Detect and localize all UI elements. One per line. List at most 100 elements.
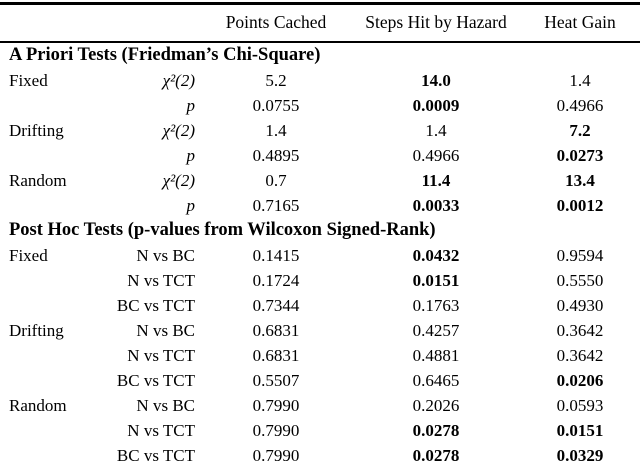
table-row: Fixed N vs BC 0.1415 0.0432 0.9594 [0, 243, 640, 268]
test-cell: N vs TCT [127, 420, 195, 440]
value-cell: 0.0755 [252, 95, 300, 115]
group-cell: Fixed [9, 70, 48, 90]
group-cell: Drifting [9, 320, 64, 340]
value-cell: 0.7165 [252, 195, 300, 215]
value-cell: 0.0278 [412, 420, 460, 440]
table-row: BC vs TCT 0.7990 0.0278 0.0329 [0, 443, 640, 468]
value-cell: 0.5507 [252, 370, 300, 390]
value-cell: 0.0033 [412, 195, 460, 215]
value-cell: 0.4881 [412, 345, 460, 365]
table-row: Random χ²(2) 0.7 11.4 13.4 [0, 168, 640, 193]
table-row: N vs TCT 0.7990 0.0278 0.0151 [0, 418, 640, 443]
col-header-heat-gain: Heat Gain [544, 11, 616, 32]
value-cell: 13.4 [565, 170, 595, 190]
section-title: Post Hoc Tests (p-values from Wilcoxon S… [9, 220, 436, 240]
group-cell [0, 343, 95, 368]
section-header-row: Post Hoc Tests (p-values from Wilcoxon S… [0, 218, 640, 243]
value-cell: 0.6831 [252, 320, 300, 340]
value-cell: 0.0151 [556, 420, 604, 440]
value-cell: 11.4 [421, 170, 451, 190]
table-row: p 0.4895 0.4966 0.0273 [0, 143, 640, 168]
value-cell: 0.7 [265, 170, 287, 190]
test-cell: N vs BC [136, 395, 195, 415]
group-cell: Random [9, 395, 67, 415]
value-cell: 0.0432 [412, 245, 460, 265]
value-cell: 0.1724 [252, 270, 300, 290]
value-cell: 14.0 [421, 70, 451, 90]
value-cell: 0.0278 [412, 445, 460, 465]
col-header-steps-hit-by-hazard: Steps Hit by Hazard [365, 11, 507, 32]
table-row: N vs TCT 0.1724 0.0151 0.5550 [0, 268, 640, 293]
value-cell: 0.9594 [556, 245, 604, 265]
table-row: BC vs TCT 0.7344 0.1763 0.4930 [0, 293, 640, 318]
section-header-row: A Priori Tests (Friedman’s Chi-Square) [0, 42, 640, 68]
group-cell [0, 193, 95, 218]
group-cell: Fixed [9, 245, 48, 265]
table-row: p 0.0755 0.0009 0.4966 [0, 93, 640, 118]
table-row: Drifting N vs BC 0.6831 0.4257 0.3642 [0, 318, 640, 343]
table-row: BC vs TCT 0.5507 0.6465 0.0206 [0, 368, 640, 393]
group-cell: Random [9, 170, 67, 190]
test-cell: N vs TCT [127, 345, 195, 365]
col-header-empty-test [95, 4, 200, 43]
table-header: Points Cached Steps Hit by Hazard Heat G… [0, 4, 640, 43]
value-cell: 0.0329 [556, 445, 604, 465]
value-cell: 0.2026 [412, 395, 460, 415]
value-cell: 0.0009 [412, 95, 460, 115]
value-cell: 0.4966 [556, 95, 604, 115]
value-cell: 7.2 [569, 120, 591, 140]
section-title: A Priori Tests (Friedman’s Chi-Square) [9, 45, 321, 65]
test-cell: p [186, 195, 196, 215]
value-cell: 0.5550 [556, 270, 604, 290]
test-cell: χ²(2) [162, 120, 195, 140]
value-cell: 0.3642 [556, 320, 604, 340]
value-cell: 0.6831 [252, 345, 300, 365]
value-cell: 0.7990 [252, 445, 300, 465]
value-cell: 0.1415 [252, 245, 300, 265]
value-cell: 5.2 [265, 70, 287, 90]
value-cell: 0.6465 [412, 370, 460, 390]
test-cell: BC vs TCT [116, 295, 195, 315]
value-cell: 0.0593 [556, 395, 604, 415]
test-cell: p [186, 145, 196, 165]
test-cell: BC vs TCT [116, 370, 195, 390]
value-cell: 0.0151 [412, 270, 460, 290]
value-cell: 0.4930 [556, 295, 604, 315]
value-cell: 1.4 [569, 70, 591, 90]
col-header-points-cached: Points Cached [225, 11, 327, 32]
test-cell: χ²(2) [162, 70, 195, 90]
value-cell: 0.4966 [412, 145, 460, 165]
group-cell: Drifting [9, 120, 64, 140]
value-cell: 0.7344 [252, 295, 300, 315]
value-cell: 0.7990 [252, 420, 300, 440]
value-cell: 0.7990 [252, 395, 300, 415]
group-cell [0, 268, 95, 293]
table-row: p 0.7165 0.0033 0.0012 [0, 193, 640, 218]
value-cell: 0.1763 [412, 295, 460, 315]
col-header-empty-group [0, 4, 95, 43]
test-cell: χ²(2) [162, 170, 195, 190]
value-cell: 0.0273 [556, 145, 604, 165]
group-cell [0, 93, 95, 118]
test-cell: N vs TCT [127, 270, 195, 290]
test-cell: p [186, 95, 196, 115]
value-cell: 0.0206 [556, 370, 604, 390]
value-cell: 1.4 [425, 120, 447, 140]
test-cell: BC vs TCT [116, 445, 195, 465]
group-cell [0, 293, 95, 318]
table-row: Fixed χ²(2) 5.2 14.0 1.4 [0, 68, 640, 93]
group-cell [0, 143, 95, 168]
group-cell [0, 418, 95, 443]
test-cell: N vs BC [136, 320, 195, 340]
value-cell: 0.0012 [556, 195, 604, 215]
value-cell: 0.4257 [412, 320, 460, 340]
test-cell: N vs BC [136, 245, 195, 265]
group-cell [0, 443, 95, 468]
column-header-row: Points Cached Steps Hit by Hazard Heat G… [0, 4, 640, 43]
value-cell: 1.4 [265, 120, 287, 140]
table-row: Drifting χ²(2) 1.4 1.4 7.2 [0, 118, 640, 143]
table-row: Random N vs BC 0.7990 0.2026 0.0593 [0, 393, 640, 418]
table-body: A Priori Tests (Friedman’s Chi-Square) Fi… [0, 42, 640, 468]
table-row: N vs TCT 0.6831 0.4881 0.3642 [0, 343, 640, 368]
